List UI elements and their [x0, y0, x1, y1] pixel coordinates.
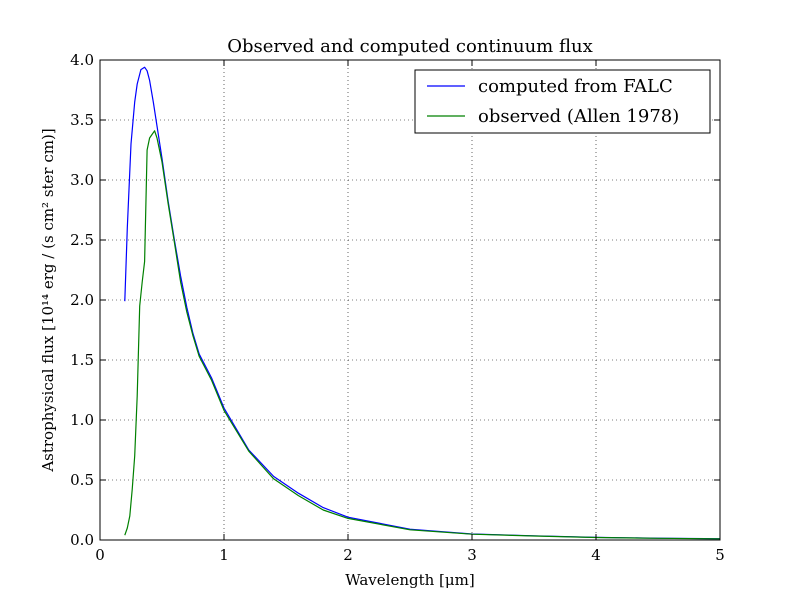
legend-label: computed from FALC — [478, 76, 673, 97]
series-line-1 — [124, 130, 721, 540]
legend: computed from FALC observed (Allen 1978) — [414, 69, 711, 134]
x-tick-label: 2 — [343, 546, 353, 564]
x-axis-label: Wavelength [μm] — [345, 571, 474, 589]
y-axis-label: Astrophysical flux [10¹⁴ erg / (s cm² st… — [39, 128, 57, 472]
legend-box — [414, 69, 711, 134]
y-tick-label: 1.5 — [70, 351, 94, 369]
y-tick-label: 3.5 — [70, 111, 94, 129]
x-tick-label: 1 — [219, 546, 229, 564]
x-tick-label: 3 — [467, 546, 477, 564]
x-tick-label: 4 — [591, 546, 601, 564]
y-tick-label: 3.0 — [70, 171, 94, 189]
axis-ticks: 0 1 2 3 4 5 0.0 0.5 1.0 1.5 2.0 2.5 3.0 3.5 4.0 — [70, 51, 725, 564]
y-tick-label: 0.0 — [70, 531, 94, 549]
chart-title: Observed and computed continuum flux — [227, 36, 592, 57]
plot-series — [124, 66, 721, 540]
y-tick-label: 2.0 — [70, 291, 94, 309]
y-tick-label: 0.5 — [70, 471, 94, 489]
y-tick-label: 1.0 — [70, 411, 94, 429]
x-tick-label: 5 — [715, 546, 725, 564]
y-tick-label: 4.0 — [70, 51, 94, 69]
legend-label: observed (Allen 1978) — [478, 106, 679, 127]
y-tick-label: 2.5 — [70, 231, 94, 249]
x-tick-label: 0 — [95, 546, 105, 564]
